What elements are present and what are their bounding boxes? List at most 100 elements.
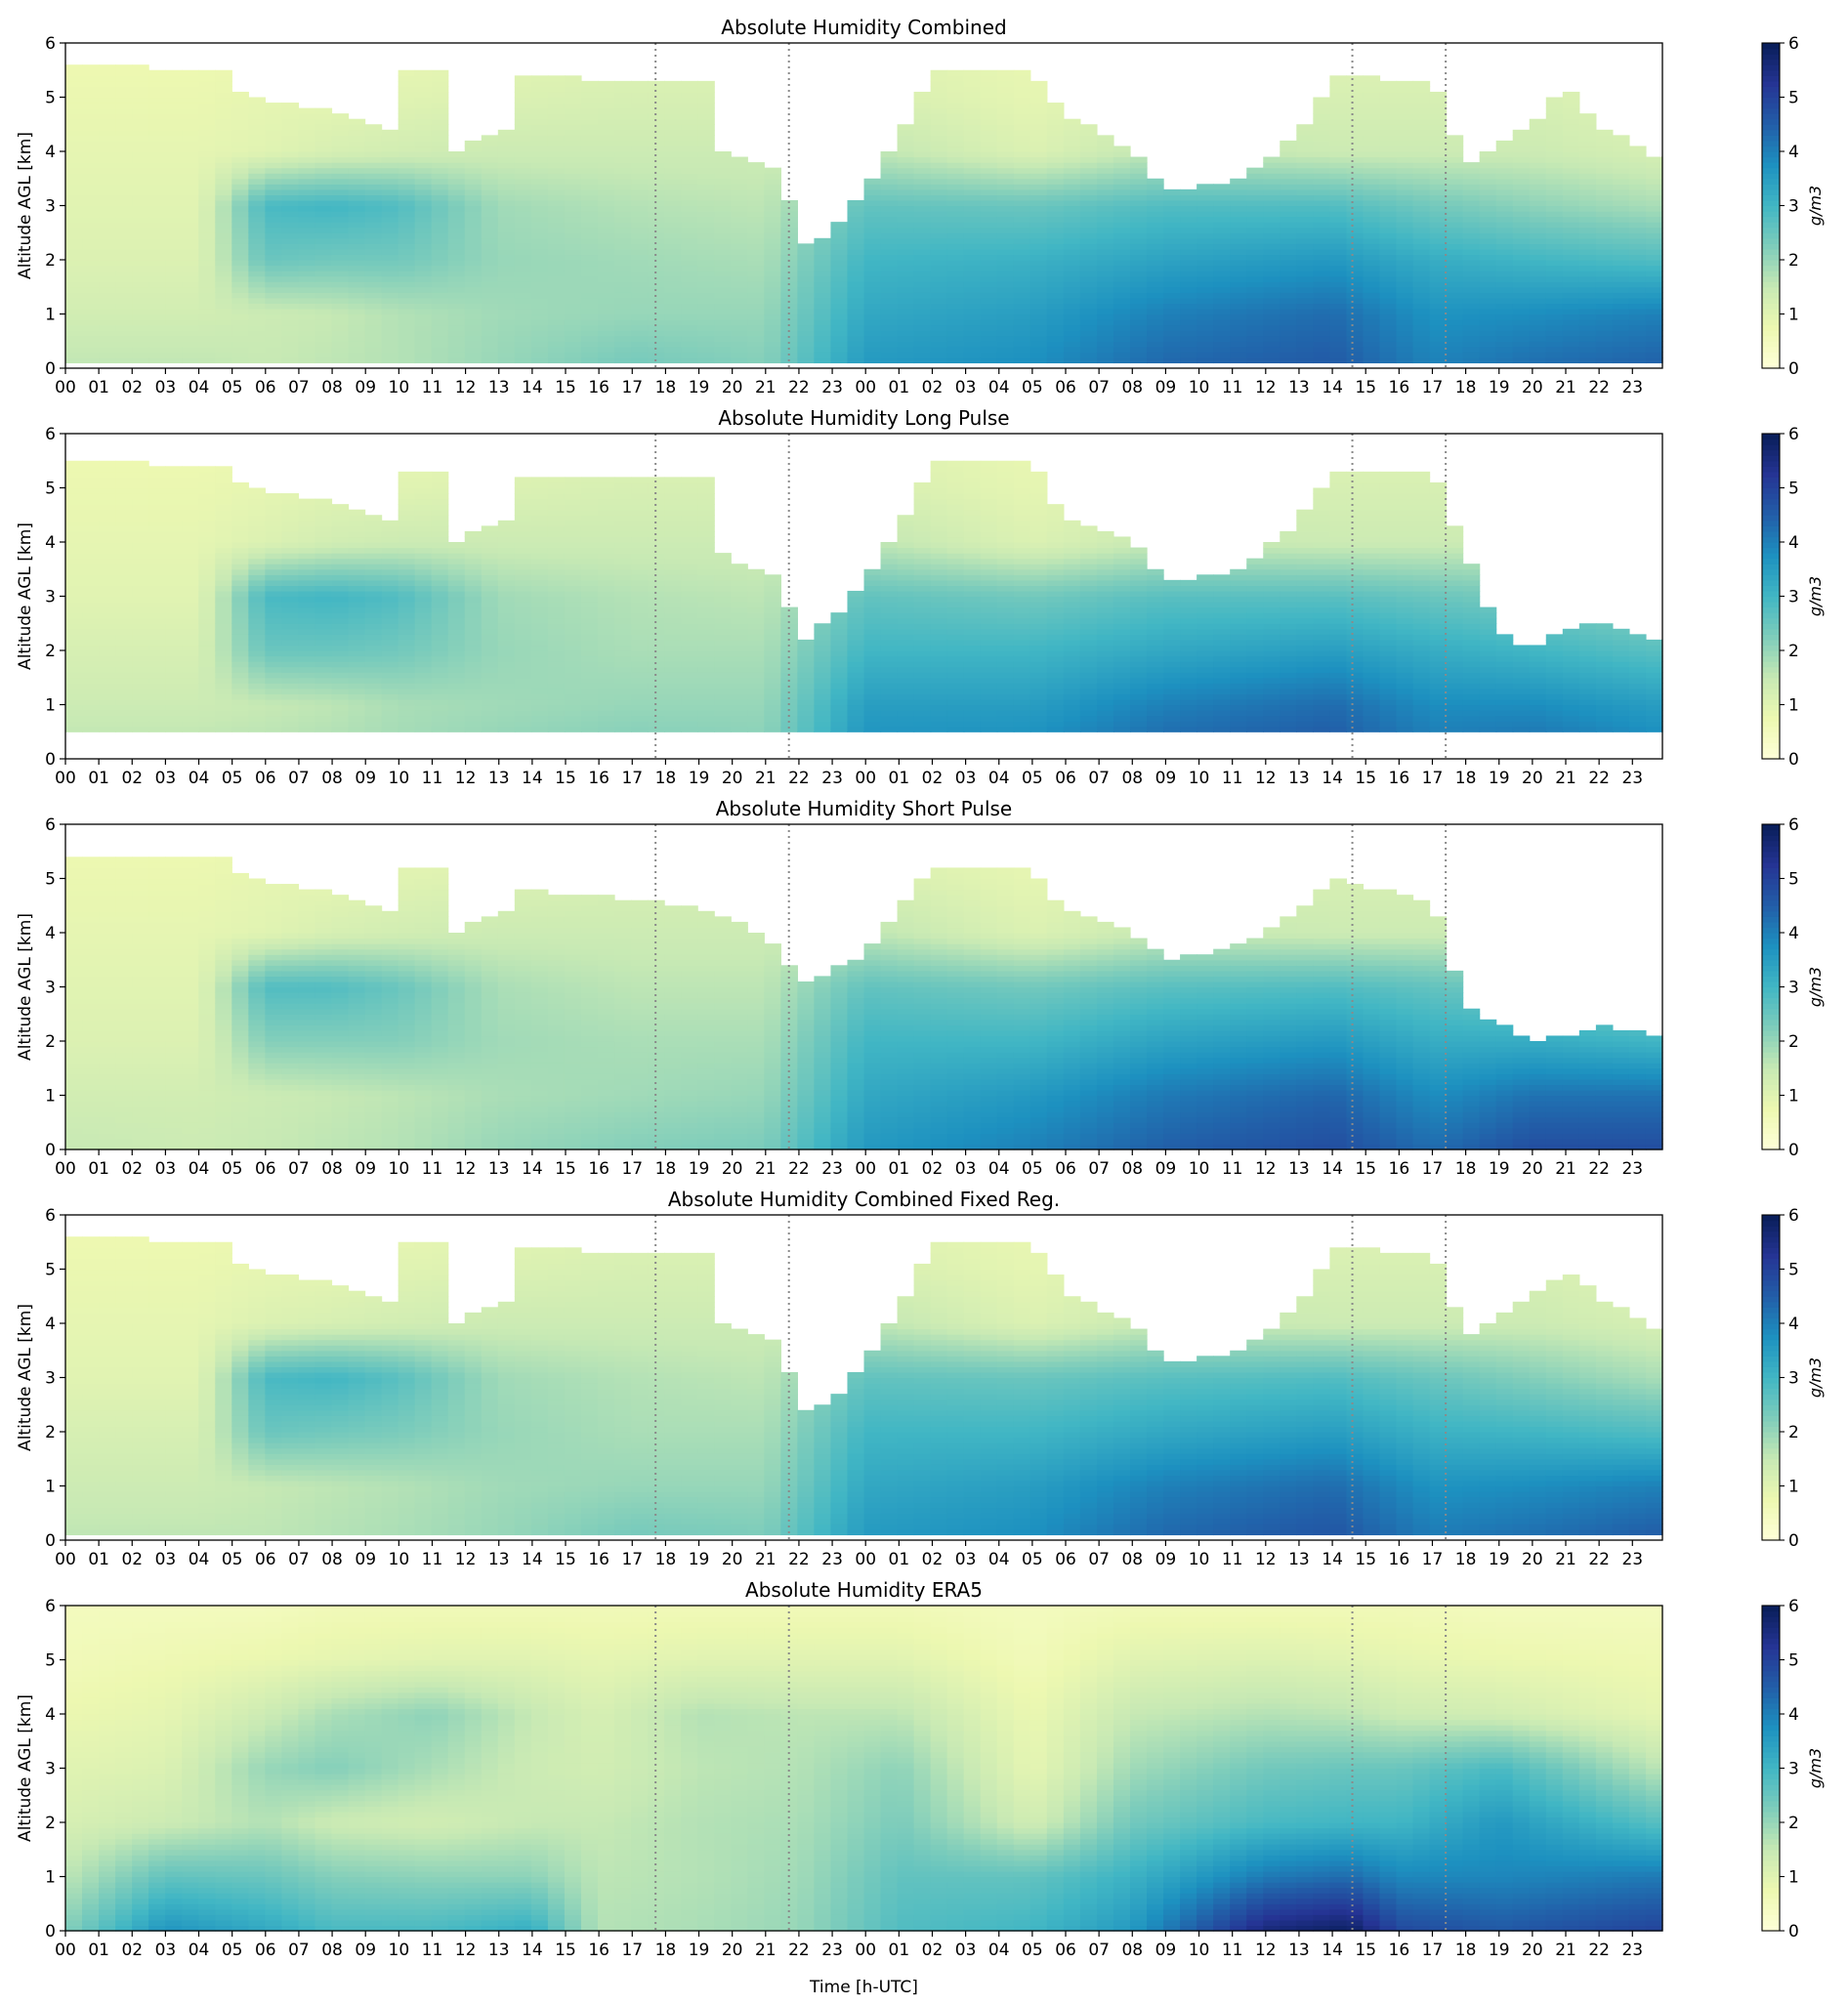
heatmap-cell (564, 324, 582, 331)
heatmap-cell (1013, 248, 1031, 256)
heatmap-cell (148, 199, 166, 207)
heatmap-cell (814, 271, 832, 277)
heatmap-cell (1113, 194, 1131, 201)
heatmap-cell (946, 286, 965, 293)
heatmap-cell (631, 162, 649, 169)
heatmap-cell (598, 178, 615, 185)
heatmap-cell (797, 248, 816, 256)
heatmap-cell (1147, 275, 1164, 282)
heatmap-cell (115, 167, 133, 174)
heatmap-cell (714, 199, 732, 207)
heatmap-cell (980, 211, 998, 218)
heatmap-cell (580, 281, 599, 288)
x-tick-label: 09 (355, 378, 376, 397)
heatmap-cell (1479, 188, 1497, 195)
heatmap-cell (880, 216, 899, 223)
heatmap-cell (148, 227, 166, 233)
heatmap-cell (1213, 286, 1231, 293)
heatmap-cell (747, 308, 765, 315)
heatmap-cell (231, 178, 249, 185)
heatmap-cell (1379, 265, 1398, 272)
heatmap-cell (1529, 173, 1547, 180)
heatmap-cell (331, 308, 350, 315)
heatmap-cell (1612, 216, 1630, 223)
heatmap-cell (1529, 303, 1547, 310)
heatmap-cell (1628, 265, 1647, 272)
colorbar-segment (1762, 237, 1780, 244)
heatmap-cell (980, 69, 998, 76)
heatmap-cell (1063, 248, 1081, 256)
heatmap-cell (1495, 188, 1514, 195)
heatmap-cell (731, 211, 748, 218)
heatmap-cell (648, 118, 665, 125)
heatmap-cell (82, 243, 100, 250)
heatmap-cell (1529, 286, 1547, 293)
heatmap-cell (1429, 216, 1448, 223)
heatmap-cell (764, 281, 781, 288)
heatmap-cell (165, 227, 183, 233)
heatmap-cell (1412, 265, 1431, 272)
heatmap-cell (1180, 254, 1197, 261)
heatmap-cell (614, 308, 632, 315)
heatmap-cell (481, 352, 499, 358)
heatmap-cell (65, 330, 83, 337)
heatmap-cell (681, 335, 698, 342)
heatmap-cell (231, 254, 249, 261)
heatmap-cell (930, 216, 948, 223)
heatmap-cell (1495, 308, 1514, 315)
heatmap-cell (963, 227, 982, 233)
heatmap-cell (1628, 243, 1647, 250)
heatmap-cell (82, 477, 100, 483)
heatmap-cell (598, 330, 615, 337)
heatmap-cell (281, 324, 300, 331)
heatmap-cell (165, 525, 183, 532)
heatmap-cell (331, 216, 350, 223)
heatmap-cell (132, 91, 149, 99)
heatmap-cell (1096, 303, 1114, 310)
heatmap-cell (82, 292, 100, 299)
heatmap-cell (996, 205, 1015, 212)
heatmap-cell (580, 188, 599, 195)
heatmap-cell (1246, 281, 1264, 288)
heatmap-cell (65, 324, 83, 331)
heatmap-cell (1096, 156, 1114, 163)
heatmap-cell (464, 265, 483, 272)
heatmap-cell (564, 254, 582, 261)
heatmap-cell (65, 86, 83, 93)
heatmap-cell (1046, 286, 1065, 293)
heatmap-cell (1029, 167, 1048, 174)
heatmap-cell (215, 222, 232, 229)
heatmap-cell (963, 91, 982, 99)
heatmap-cell (1197, 271, 1214, 277)
heatmap-cell (431, 188, 449, 195)
heatmap-cell (1479, 216, 1497, 223)
heatmap-cell (996, 113, 1015, 120)
heatmap-cell (631, 118, 649, 125)
heatmap-cell (215, 107, 232, 114)
heatmap-cell (1113, 167, 1131, 174)
heatmap-cell (231, 297, 249, 304)
heatmap-cell (298, 352, 316, 358)
heatmap-cell (714, 330, 732, 337)
heatmap-cell (1578, 178, 1597, 185)
heatmap-cell (1346, 162, 1365, 169)
heatmap-cell (1628, 146, 1647, 152)
heatmap-cell (1046, 118, 1065, 125)
heatmap-cell (65, 634, 83, 641)
heatmap-cell (82, 124, 100, 131)
heatmap-cell (298, 135, 316, 142)
heatmap-cell (530, 118, 549, 125)
heatmap-cell (1429, 335, 1448, 342)
heatmap-cell (115, 286, 133, 293)
heatmap-cell (1412, 232, 1431, 239)
heatmap-cell (1230, 308, 1247, 315)
heatmap-cell (148, 481, 166, 489)
heatmap-cell (281, 308, 300, 315)
heatmap-cell (1096, 211, 1114, 218)
heatmap-cell (315, 199, 333, 207)
heatmap-cell (1612, 319, 1630, 326)
heatmap-cell (381, 211, 399, 218)
heatmap-cell (99, 715, 116, 722)
heatmap-cell (1462, 308, 1481, 315)
heatmap-cell (148, 129, 166, 136)
